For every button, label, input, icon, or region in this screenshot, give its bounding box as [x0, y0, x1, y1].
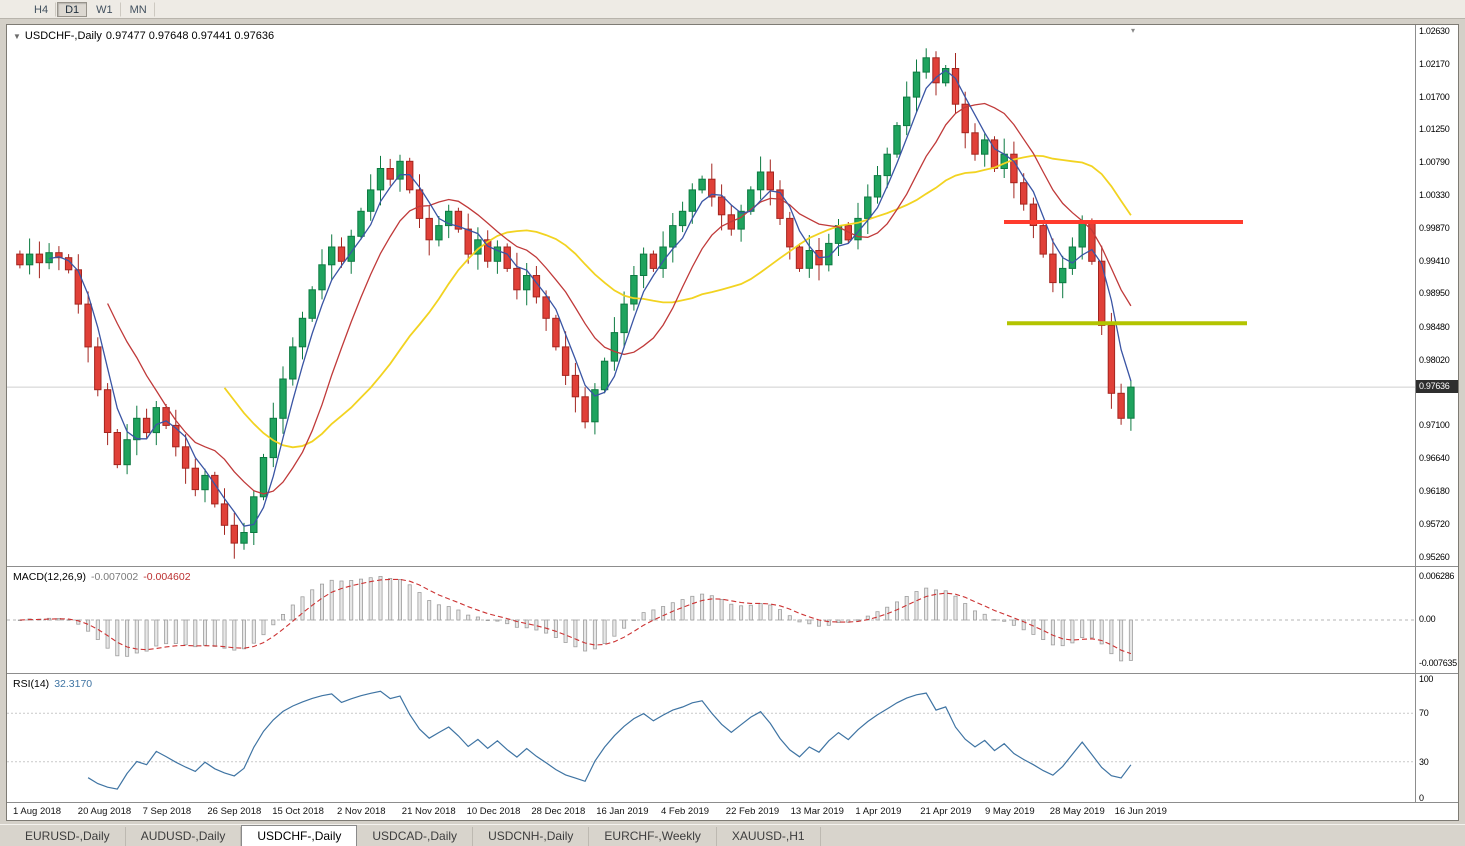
rsi-axis-label: 100	[1419, 674, 1434, 684]
rsi-pane-canvas[interactable]	[7, 674, 1415, 802]
price-axis-label: 0.96180	[1419, 486, 1450, 497]
macd-header: MACD(12,26,9) -0.007002 -0.004602	[13, 571, 191, 583]
price-axis-label: 1.02170	[1419, 58, 1450, 69]
time-axis-label: 22 Feb 2019	[725, 806, 780, 817]
price-axis-label: 0.95720	[1419, 518, 1450, 529]
scroll-end-icon[interactable]: ▾	[1131, 26, 1136, 35]
rsi-label: RSI(14)	[13, 678, 50, 690]
rsi-pane[interactable]: RSI(14) 32.3170 100 70 30 0	[7, 674, 1458, 802]
rsi-axis-label: 0	[1419, 793, 1424, 802]
price-axis-label: 1.00790	[1419, 157, 1450, 168]
time-axis-label: 10 Dec 2018	[466, 806, 521, 817]
current-price-badge: 0.97636	[1416, 380, 1458, 394]
price-axis-label: 1.00330	[1419, 189, 1450, 200]
price-axis-label: 1.01700	[1419, 92, 1450, 103]
time-axis-label: 13 Mar 2019	[790, 806, 844, 817]
price-pane-canvas[interactable]	[7, 25, 1415, 566]
timeframe-button-h4[interactable]: H4	[26, 1, 57, 17]
price-axis-label: 1.01250	[1419, 124, 1450, 135]
time-axis-label: 2 Nov 2018	[337, 806, 386, 817]
time-axis-label: 7 Sep 2018	[142, 806, 192, 817]
rsi-header: RSI(14) 32.3170	[13, 678, 92, 690]
macd-pane-canvas[interactable]	[7, 567, 1415, 673]
pane-separator	[7, 802, 1458, 803]
tab-xauusd-h1[interactable]: XAUUSD-,H1	[717, 827, 821, 846]
price-axis-label: 1.02630	[1419, 25, 1450, 36]
time-axis-label: 4 Feb 2019	[661, 806, 710, 817]
rsi-axis-label: 30	[1419, 756, 1429, 767]
rsi-axis-label: 70	[1419, 708, 1429, 719]
macd-pane[interactable]: MACD(12,26,9) -0.007002 -0.004602 0.0062…	[7, 567, 1458, 673]
price-axis-label: 0.98480	[1419, 321, 1450, 332]
rsi-value: 32.3170	[54, 678, 93, 690]
price-axis-label: 0.99870	[1419, 222, 1450, 233]
price-axis-label: 0.97100	[1419, 420, 1450, 431]
chevron-down-icon[interactable]: ▼	[13, 31, 21, 41]
macd-axis-label: -0.007635	[1419, 658, 1457, 668]
price-axis-label: 0.98020	[1419, 354, 1450, 365]
time-axis-label: 1 Apr 2019	[855, 806, 902, 817]
time-axis-label: 1 Aug 2018	[13, 806, 62, 817]
price-axis-label: 0.96640	[1419, 453, 1450, 464]
chart-ohlc-values: 0.97477 0.97648 0.97441 0.97636	[105, 30, 275, 42]
price-pane[interactable]: ▼ USDCHF-,Daily 0.97477 0.97648 0.97441 …	[7, 25, 1458, 566]
time-axis-label: 15 Oct 2018	[272, 806, 324, 817]
price-axis-label: 0.98950	[1419, 288, 1450, 299]
timeframe-button-d1[interactable]: D1	[57, 1, 88, 17]
time-axis-label: 21 Nov 2018	[401, 806, 456, 817]
macd-axis-label: 0.006286	[1419, 571, 1455, 581]
macd-label: MACD(12,26,9)	[13, 571, 86, 583]
time-axis-label: 9 May 2019	[985, 806, 1035, 817]
tab-eurusd-daily[interactable]: EURUSD-,Daily	[10, 827, 126, 846]
price-axis-label: 0.99410	[1419, 255, 1450, 266]
time-axis-label: 21 Apr 2019	[920, 806, 972, 817]
pane-separator[interactable]	[7, 673, 1458, 674]
time-axis-label: 26 Sep 2018	[207, 806, 262, 817]
chart-window: ▼ USDCHF-,Daily 0.97477 0.97648 0.97441 …	[6, 24, 1459, 821]
chart-title: ▼ USDCHF-,Daily 0.97477 0.97648 0.97441 …	[13, 30, 274, 42]
macd-axis-label: 0.00	[1419, 614, 1436, 624]
tab-eurchf-weekly[interactable]: EURCHF-,Weekly	[589, 827, 717, 846]
timeframe-button-mn[interactable]: MN	[122, 1, 155, 17]
time-axis[interactable]: 1 Aug 2018 20 Aug 2018 7 Sep 2018 26 Sep 20…	[7, 803, 1458, 819]
timeframe-toolbar: H4 D1 W1 MN	[0, 0, 1465, 19]
time-axis-label: 16 Jan 2019	[596, 806, 649, 817]
tab-usdcnh-daily[interactable]: USDCNH-,Daily	[473, 827, 590, 846]
macd-value-main: -0.007002	[90, 571, 139, 583]
price-axis-label: 0.95260	[1419, 551, 1450, 562]
time-axis-label: 20 Aug 2018	[77, 806, 132, 817]
time-axis-label: 28 Dec 2018	[531, 806, 586, 817]
tab-usdcad-daily[interactable]: USDCAD-,Daily	[357, 827, 474, 846]
pane-separator[interactable]	[7, 566, 1458, 567]
chart-symbol-label: USDCHF-,Daily	[24, 30, 102, 42]
time-axis-label: 28 May 2019	[1049, 806, 1105, 817]
tab-audusd-daily[interactable]: AUDUSD-,Daily	[126, 827, 242, 846]
timeframe-button-w1[interactable]: W1	[88, 1, 121, 17]
symbol-tabbar: EURUSD-,Daily AUDUSD-,Daily USDCHF-,Daily U…	[0, 824, 1465, 846]
tab-usdchf-daily[interactable]: USDCHF-,Daily	[241, 825, 358, 846]
macd-value-signal: -0.004602	[143, 571, 191, 583]
price-axis-line	[1415, 25, 1416, 802]
time-axis-label: 16 Jun 2019	[1114, 806, 1167, 817]
